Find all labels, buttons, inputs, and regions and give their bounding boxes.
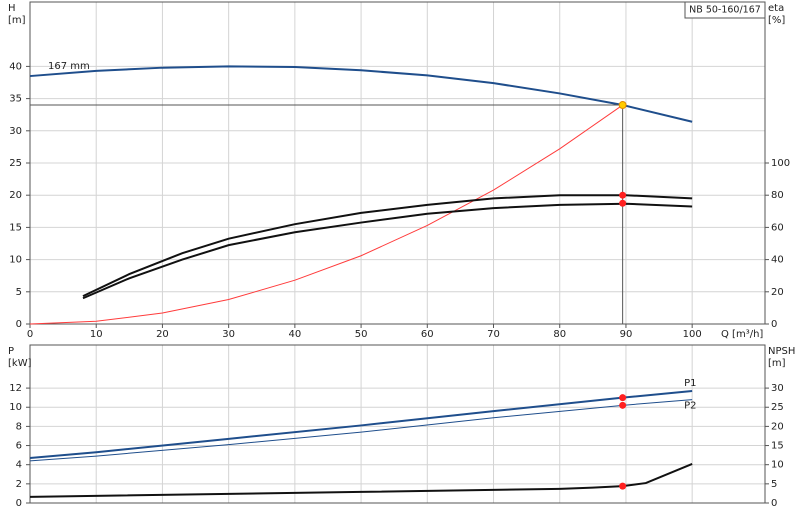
- x-tick-label: 90: [620, 329, 633, 340]
- y2-axis-label: NPSH: [768, 346, 795, 357]
- y-axis-label: H: [8, 3, 16, 14]
- y-tick-label: 25: [9, 158, 22, 169]
- y2-tick-label: 100: [771, 158, 790, 169]
- title-box: [684, 1, 766, 19]
- x-tick-label: 60: [421, 329, 434, 340]
- x-tick-label: 0: [27, 329, 33, 340]
- x-tick-label: 30: [222, 329, 235, 340]
- y2-tick-label: 40: [771, 255, 784, 266]
- curve-label: 167 mm: [48, 61, 90, 72]
- y-tick-label: 4: [16, 460, 22, 471]
- y2-tick-label: 15: [771, 441, 784, 452]
- y2-tick-label: 80: [771, 190, 784, 201]
- y-tick-label: 0: [16, 319, 22, 330]
- x-tick-label: 20: [156, 329, 169, 340]
- y-axis-label: [m]: [8, 15, 26, 26]
- y2-axis-label: [%]: [768, 15, 785, 26]
- x-tick-label: 50: [355, 329, 368, 340]
- x-axis-label: Q [m³/h]: [721, 329, 763, 340]
- y-tick-label: 10: [9, 255, 22, 266]
- y2-tick-label: 5: [771, 479, 777, 490]
- x-tick-label: 100: [683, 329, 702, 340]
- y-tick-label: 15: [9, 222, 22, 233]
- x-tick-label: 80: [553, 329, 566, 340]
- y-axis-label: P: [8, 346, 14, 357]
- curve: [29, 65, 693, 123]
- y2-tick-label: 0: [771, 319, 777, 330]
- y-tick-label: 5: [16, 287, 22, 298]
- operating-point: [619, 401, 627, 409]
- operating-point: [619, 191, 627, 199]
- y2-tick-label: 25: [771, 402, 784, 413]
- plot-frame: [29, 344, 766, 504]
- y2-tick-label: 60: [771, 222, 784, 233]
- curve: [29, 463, 693, 498]
- curve: [82, 194, 693, 298]
- y-tick-label: 6: [16, 441, 22, 452]
- y2-tick-label: 10: [771, 460, 784, 471]
- y-tick-label: 0: [16, 498, 22, 509]
- y-tick-label: 40: [9, 61, 22, 72]
- operating-point: [619, 482, 627, 490]
- y2-tick-label: 0: [771, 498, 777, 509]
- x-tick-label: 40: [288, 329, 301, 340]
- y-tick-label: 2: [16, 479, 22, 490]
- y-tick-label: 8: [16, 421, 22, 432]
- y-axis-label: [kW]: [8, 358, 32, 369]
- y-tick-label: 10: [9, 402, 22, 413]
- y-tick-label: 30: [9, 126, 22, 137]
- y-tick-label: 35: [9, 94, 22, 105]
- y-tick-label: 20: [9, 190, 22, 201]
- y2-tick-label: 30: [771, 383, 784, 394]
- curve-label: P2: [684, 401, 696, 412]
- curve-label: P1: [684, 378, 696, 389]
- curve: [82, 202, 693, 300]
- operating-point: [619, 394, 627, 402]
- y2-axis-label: eta: [768, 3, 784, 14]
- operating-point: [618, 101, 627, 110]
- operating-point: [619, 199, 627, 207]
- y-tick-label: 12: [9, 383, 22, 394]
- curve: [29, 104, 623, 325]
- chart-title: NB 50-160/167: [689, 5, 761, 16]
- plot-frame: [29, 1, 766, 325]
- y2-axis-label: [m]: [768, 358, 786, 369]
- y2-tick-label: 20: [771, 287, 784, 298]
- x-tick-label: 10: [90, 329, 103, 340]
- x-tick-label: 70: [487, 329, 500, 340]
- y2-tick-label: 20: [771, 421, 784, 432]
